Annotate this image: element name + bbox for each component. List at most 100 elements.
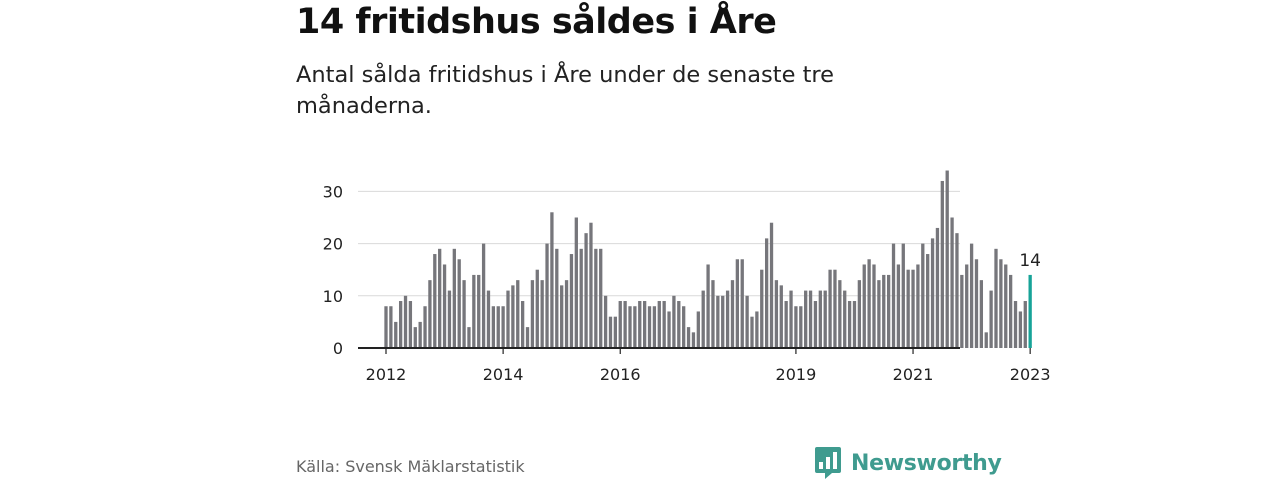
bar (408, 301, 413, 348)
bar (496, 306, 500, 348)
bar (584, 233, 588, 348)
bar (764, 238, 769, 348)
bar (852, 301, 857, 348)
bar (550, 212, 554, 348)
bar (623, 301, 627, 348)
y-tick-label: 30 (323, 182, 343, 201)
bar (847, 301, 852, 348)
bar (974, 259, 979, 348)
bar (662, 301, 666, 348)
x-tick-label: 2021 (893, 365, 934, 384)
bar (628, 306, 632, 348)
bar (603, 295, 608, 348)
brand-name: Newsworthy (851, 450, 1002, 476)
bar (745, 295, 749, 348)
bar (926, 254, 930, 348)
bar (872, 264, 876, 348)
bar (389, 306, 393, 348)
bar (999, 259, 1003, 348)
bar (467, 327, 471, 348)
bar (760, 269, 764, 348)
bar (384, 306, 388, 348)
bar (691, 332, 696, 348)
bar (511, 285, 515, 348)
bar (608, 316, 613, 348)
bar (657, 301, 661, 348)
source-note: Källa: Svensk Mäklarstatistik (296, 457, 525, 476)
bar (428, 280, 432, 348)
x-tick-label: 2012 (366, 365, 407, 384)
bar (994, 248, 998, 348)
bar (423, 306, 427, 348)
bar (804, 290, 808, 348)
bar (750, 316, 754, 348)
bar (569, 254, 574, 348)
bar (462, 280, 466, 348)
bar (564, 280, 569, 348)
bar (969, 243, 974, 348)
brand-logo: Newsworthy (814, 446, 1002, 480)
bar (735, 259, 740, 348)
bar (501, 306, 505, 348)
bar (930, 238, 935, 348)
bar (535, 269, 539, 348)
bar (574, 217, 578, 348)
bar (447, 290, 452, 348)
x-tick-label: 2019 (776, 365, 817, 384)
bar (433, 254, 437, 348)
bar (633, 306, 637, 348)
bar (686, 327, 691, 348)
bar (1004, 264, 1008, 348)
newsworthy-logo-icon (815, 447, 841, 479)
bar (755, 311, 759, 348)
bar (882, 274, 886, 348)
bar (520, 301, 525, 348)
bar (706, 264, 710, 348)
chart-subtitle: Antal sålda fritidshus i Åre under de se… (296, 62, 834, 119)
bar (877, 280, 881, 348)
bar (945, 170, 949, 348)
bar (896, 264, 901, 348)
bar (457, 259, 461, 348)
bar (843, 290, 847, 348)
bar (886, 274, 891, 348)
chart-title: 14 fritidshus såldes i Åre (296, 2, 777, 42)
x-tick-label: 2016 (600, 365, 641, 384)
bar (667, 311, 671, 348)
bar (438, 248, 442, 348)
bar (613, 316, 618, 348)
bar (540, 280, 544, 348)
bar (403, 295, 408, 348)
bar (618, 301, 622, 348)
bar (555, 248, 559, 348)
bar (394, 321, 398, 348)
bar (1023, 301, 1027, 348)
bar (413, 327, 417, 348)
bar (638, 301, 642, 348)
y-tick-label: 20 (323, 235, 343, 254)
bar (784, 301, 788, 348)
bar (652, 306, 657, 348)
bar (725, 290, 730, 348)
bar (828, 269, 832, 348)
bar (525, 327, 530, 348)
bar (477, 274, 481, 348)
bar (472, 274, 476, 348)
bar (960, 274, 964, 348)
highlight-value-label: 14 (1019, 251, 1041, 271)
bar (916, 264, 920, 348)
bar (769, 222, 774, 348)
bar (647, 306, 652, 348)
bar (486, 290, 491, 348)
bar (418, 321, 422, 348)
bar (833, 269, 837, 348)
bar (516, 280, 520, 348)
bar (481, 243, 486, 348)
bar (730, 280, 735, 348)
bar (799, 306, 803, 348)
bar (901, 243, 905, 348)
bar (452, 248, 456, 348)
bar (940, 180, 944, 348)
bar (789, 290, 793, 348)
bar (979, 280, 984, 348)
